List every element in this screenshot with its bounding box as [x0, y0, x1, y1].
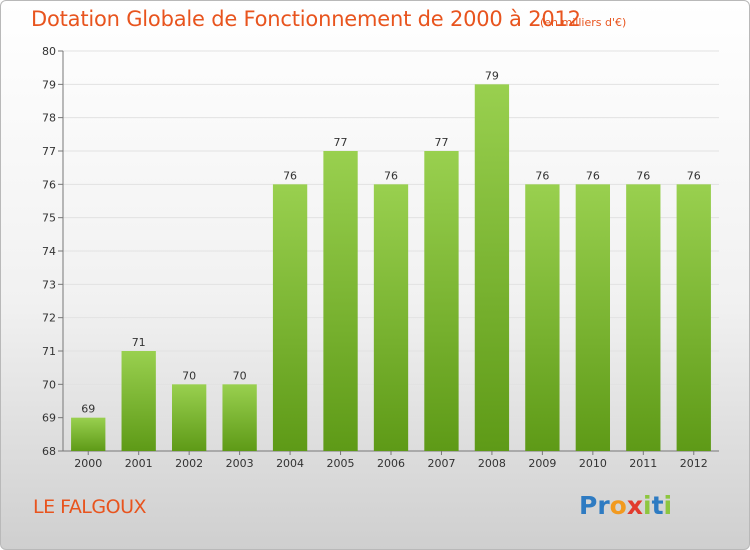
- x-tick-label: 2012: [680, 457, 708, 470]
- y-tick-label: 73: [42, 278, 56, 291]
- bar[interactable]: [474, 84, 510, 451]
- y-tick-label: 77: [42, 145, 56, 158]
- bar[interactable]: [575, 184, 611, 452]
- y-tick-label: 78: [42, 112, 56, 125]
- x-tick-label: 2005: [327, 457, 355, 470]
- logo-letter: r: [597, 491, 610, 520]
- bar[interactable]: [373, 184, 409, 452]
- x-tick-label: 2000: [74, 457, 102, 470]
- x-tick-label: 2001: [125, 457, 153, 470]
- proxiti-logo[interactable]: Proxiti: [579, 491, 672, 520]
- data-label: 70: [233, 369, 247, 382]
- bar[interactable]: [71, 417, 106, 451]
- bar[interactable]: [676, 184, 711, 452]
- x-tick-label: 2002: [175, 457, 203, 470]
- data-label: 76: [636, 169, 650, 182]
- data-label: 76: [283, 169, 297, 182]
- y-tick-label: 70: [42, 378, 56, 391]
- y-tick-label: 69: [42, 412, 56, 425]
- commune-name: LE FALGOUX: [33, 496, 147, 518]
- y-tick-label: 79: [42, 78, 56, 91]
- x-tick-label: 2010: [579, 457, 607, 470]
- data-label: 76: [535, 169, 549, 182]
- bar[interactable]: [323, 151, 358, 451]
- x-tick-label: 2006: [377, 457, 405, 470]
- data-label: 76: [687, 169, 701, 182]
- data-label: 77: [334, 136, 348, 149]
- y-tick-label: 74: [42, 245, 56, 258]
- logo-letter: t: [651, 491, 664, 520]
- data-label: 76: [384, 169, 398, 182]
- bar[interactable]: [272, 184, 308, 452]
- logo-letter: P: [579, 491, 598, 520]
- logo-letter: x: [626, 491, 643, 520]
- x-tick-label: 2011: [629, 457, 657, 470]
- data-label: 70: [182, 369, 196, 382]
- x-tick-label: 2003: [226, 457, 254, 470]
- chart-title: Dotation Globale de Fonctionnement de 20…: [31, 7, 581, 31]
- bar[interactable]: [525, 184, 560, 452]
- y-tick-label: 68: [42, 445, 56, 458]
- bar[interactable]: [171, 384, 207, 451]
- data-label: 79: [485, 69, 499, 82]
- chart-subtitle: (en milliers d'€): [540, 16, 627, 29]
- x-tick-label: 2009: [528, 457, 556, 470]
- data-label: 77: [434, 136, 448, 149]
- x-tick-label: 2004: [276, 457, 304, 470]
- x-tick-label: 2008: [478, 457, 506, 470]
- y-tick-label: 72: [42, 312, 56, 325]
- logo-letter: i: [663, 491, 673, 520]
- bar[interactable]: [626, 184, 661, 452]
- data-label: 69: [81, 403, 95, 416]
- bar[interactable]: [424, 151, 459, 451]
- logo-letter: o: [609, 491, 627, 520]
- logo-letter: i: [643, 491, 652, 520]
- x-tick-label: 2007: [427, 457, 455, 470]
- bar[interactable]: [121, 351, 156, 451]
- y-tick-label: 80: [42, 45, 56, 58]
- y-tick-label: 76: [42, 178, 56, 191]
- data-label: 76: [586, 169, 600, 182]
- y-tick-label: 75: [42, 212, 56, 225]
- y-tick-label: 71: [42, 345, 56, 358]
- data-label: 71: [132, 336, 146, 349]
- bar[interactable]: [222, 384, 257, 451]
